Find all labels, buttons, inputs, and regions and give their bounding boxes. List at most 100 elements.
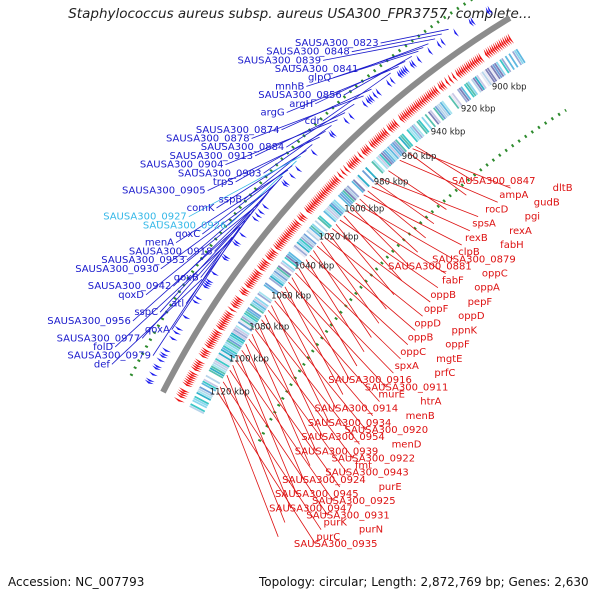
- gene-label[interactable]: oppC: [400, 347, 426, 358]
- gene-label[interactable]: SAUSA300_0848: [266, 47, 350, 58]
- gene-label[interactable]: glpQ: [308, 73, 331, 84]
- gene-label[interactable]: qoxD: [118, 290, 144, 301]
- gene-label[interactable]: SAUSA300_0913: [169, 151, 253, 162]
- gene-label[interactable]: qoxC: [175, 229, 200, 240]
- gene-label[interactable]: fabH: [500, 240, 524, 251]
- gene-label[interactable]: atl: [171, 299, 184, 310]
- gene-label[interactable]: rexA: [509, 226, 532, 237]
- gene-label[interactable]: oppB: [430, 290, 456, 301]
- gene-label[interactable]: SAUSA300_0977: [57, 333, 141, 344]
- gene-label[interactable]: SAUSA300_0939: [295, 446, 379, 457]
- gene-label[interactable]: SAUSA300_0943: [325, 468, 409, 479]
- leader-line: [284, 286, 344, 395]
- gene-label[interactable]: SAUSA300_0930: [75, 264, 159, 275]
- gene-label[interactable]: clpB: [458, 247, 480, 258]
- gene-label[interactable]: SAUSA300_0953: [101, 255, 185, 266]
- gene-label[interactable]: comK: [187, 203, 215, 214]
- reverse-cds-arrow: [248, 275, 259, 283]
- gene-label[interactable]: prfC: [434, 368, 455, 379]
- gene-label[interactable]: pgi: [525, 212, 540, 223]
- gene-label[interactable]: oppB: [408, 333, 434, 344]
- gene-label[interactable]: spsA: [472, 219, 496, 230]
- gene-label[interactable]: SAUSA300_0916: [328, 375, 412, 386]
- gene-label[interactable]: SAUSA300_0839: [237, 55, 321, 66]
- gene-label[interactable]: SAUSA300_0884: [201, 142, 285, 153]
- gene-label[interactable]: SAUSA300_0904: [140, 160, 224, 171]
- gene-label[interactable]: SAUSA300_0918: [129, 246, 213, 257]
- gene-label[interactable]: oppF: [445, 340, 470, 351]
- gene-label[interactable]: dltB: [553, 183, 573, 194]
- reverse-cds-arrow: [489, 45, 496, 56]
- gene-label[interactable]: SAUSA300_0954: [301, 432, 385, 443]
- gene-label[interactable]: oppF: [424, 304, 449, 315]
- gene-label[interactable]: trpS: [213, 177, 234, 188]
- gene-label[interactable]: SAUSA300_0942: [88, 281, 172, 292]
- gene-label[interactable]: SAUSA300_0911: [365, 382, 449, 393]
- gene-label[interactable]: argH: [289, 99, 313, 110]
- gene-label[interactable]: oppD: [414, 318, 441, 329]
- gene-label[interactable]: oppC: [482, 269, 508, 280]
- gene-label[interactable]: spxA: [395, 361, 419, 372]
- gene-label[interactable]: SAUSA300_0841: [275, 64, 359, 75]
- gene-label[interactable]: SAUSA300_0878: [166, 134, 250, 145]
- gene-label[interactable]: ppnK: [452, 325, 478, 336]
- gene-label[interactable]: SAUSA300_0856: [258, 90, 342, 101]
- gene-label[interactable]: SAUSA300_0926: [143, 220, 227, 231]
- gene-label[interactable]: rexB: [465, 233, 488, 244]
- gene-label[interactable]: argG: [261, 108, 285, 119]
- gene-label[interactable]: SAUSA300_0979: [67, 351, 151, 362]
- content-block: [271, 273, 285, 285]
- gene-label[interactable]: mgtE: [436, 354, 462, 365]
- gene-label[interactable]: murE: [378, 390, 405, 401]
- gene-label[interactable]: SAUSA300_0956: [47, 316, 131, 327]
- leader-line: [271, 305, 330, 424]
- gene-label[interactable]: qoxA: [145, 325, 170, 336]
- gene-label[interactable]: SAUSA300_0914: [314, 404, 398, 415]
- gene-label[interactable]: SAUSA300_0874: [196, 125, 280, 136]
- gene-label[interactable]: menD: [392, 439, 422, 450]
- gene-label[interactable]: rocD: [485, 205, 509, 216]
- gene-label[interactable]: SAUSA300_0934: [308, 418, 392, 429]
- gene-label[interactable]: SAUSA300_0947: [269, 503, 353, 514]
- gene-label[interactable]: SAUSA300_0927: [103, 212, 187, 223]
- leader-line: [363, 194, 462, 246]
- gene-label[interactable]: fmt: [355, 461, 372, 472]
- gene-label[interactable]: sspB: [219, 194, 243, 205]
- gene-label[interactable]: purN: [359, 525, 383, 536]
- gene-label[interactable]: SAUSA300_0881: [388, 261, 472, 272]
- gene-label[interactable]: menA: [145, 238, 174, 249]
- gene-label[interactable]: sspC: [134, 307, 158, 318]
- gene-label[interactable]: ampA: [499, 190, 528, 201]
- gene-label[interactable]: SAUSA300_0925: [312, 496, 396, 507]
- gene-label[interactable]: qoxB: [174, 273, 199, 284]
- reverse-cds-arrow: [206, 339, 217, 346]
- gene-label[interactable]: SAUSA300_0903: [178, 168, 262, 179]
- gene-label[interactable]: purE: [379, 482, 402, 493]
- gene-label[interactable]: folD: [93, 342, 113, 353]
- gene-label[interactable]: cdr: [305, 116, 322, 127]
- gene-label[interactable]: purC: [316, 532, 340, 543]
- gene-label[interactable]: pepF: [468, 297, 493, 308]
- gene-label[interactable]: purK: [324, 518, 348, 529]
- gene-label[interactable]: SAUSA300_0905: [122, 186, 206, 197]
- gene-label[interactable]: SAUSA300_0847: [452, 176, 536, 187]
- content-block: [388, 144, 401, 158]
- gene-label[interactable]: SAUSA300_0922: [331, 454, 415, 465]
- gene-label[interactable]: fabF: [442, 276, 464, 287]
- gene-label[interactable]: SAUSA300_0920: [344, 425, 428, 436]
- gene-label[interactable]: SAUSA300_0945: [275, 489, 359, 500]
- gene-label[interactable]: mnhB: [275, 81, 304, 92]
- gene-label[interactable]: SAUSA300_0879: [432, 254, 516, 265]
- gene-label[interactable]: htrA: [420, 397, 441, 408]
- gene-label[interactable]: menB: [406, 411, 435, 422]
- gene-label[interactable]: SAUSA300_0935: [294, 539, 378, 550]
- gene-label[interactable]: SAUSA300_0823: [295, 38, 379, 49]
- gene-label[interactable]: def: [94, 359, 111, 370]
- gene-label[interactable]: oppD: [458, 311, 485, 322]
- gene-label[interactable]: SAUSA300_0931: [306, 510, 390, 521]
- gene-label[interactable]: oppA: [474, 283, 500, 294]
- gene-label[interactable]: SAUSA300_0924: [282, 475, 366, 486]
- kbp-tick-label: 960 kbp: [402, 152, 437, 162]
- gene-label[interactable]: gudB: [534, 197, 560, 208]
